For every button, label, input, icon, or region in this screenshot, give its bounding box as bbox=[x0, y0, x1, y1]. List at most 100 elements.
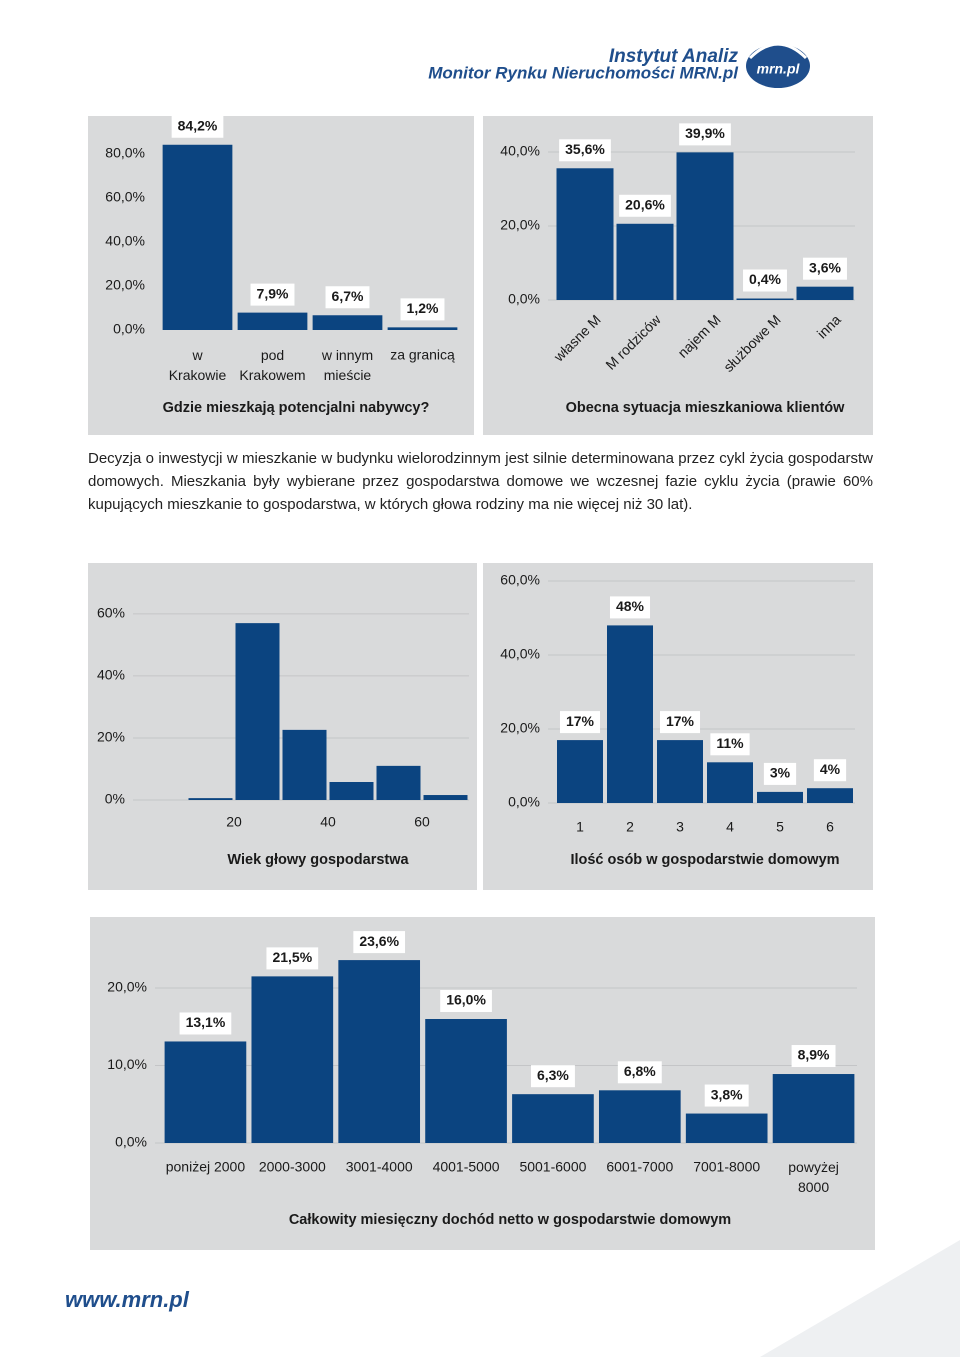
value-label-box bbox=[803, 257, 847, 280]
bar bbox=[162, 144, 233, 330]
bar bbox=[338, 960, 421, 1143]
bar bbox=[387, 327, 458, 330]
value-label: 39,9% bbox=[685, 125, 725, 141]
bar bbox=[237, 312, 308, 330]
value-label: 3,8% bbox=[711, 1086, 743, 1102]
value-label: 17% bbox=[666, 713, 695, 729]
value-label: 6,3% bbox=[537, 1067, 569, 1083]
x-tick-label: 3 bbox=[676, 819, 684, 835]
x-tick-label: 60 bbox=[414, 814, 430, 830]
chart-title: Gdzie mieszkają potencjalni nabywcy? bbox=[163, 400, 430, 416]
value-label-box bbox=[659, 711, 701, 734]
x-tick-label: 1 bbox=[576, 819, 584, 835]
value-label: 48% bbox=[616, 598, 645, 614]
x-tick-label: 7001-8000 bbox=[693, 1159, 760, 1175]
value-label: 17% bbox=[566, 713, 595, 729]
bar bbox=[557, 740, 603, 803]
bar bbox=[685, 1113, 768, 1143]
bar bbox=[736, 298, 794, 300]
bar bbox=[512, 1094, 594, 1143]
value-label: 6,8% bbox=[624, 1063, 656, 1079]
value-label-box bbox=[763, 762, 797, 785]
y-tick-label: 20,0% bbox=[500, 720, 540, 736]
bar bbox=[772, 1074, 855, 1143]
bar bbox=[707, 762, 753, 803]
y-tick-label: 0,0% bbox=[508, 291, 540, 307]
x-tick-label: w Krakowie bbox=[169, 347, 227, 383]
value-label-box bbox=[791, 1045, 836, 1068]
value-label-box bbox=[179, 1012, 232, 1035]
value-label-box bbox=[710, 733, 750, 756]
value-label: 1,2% bbox=[407, 300, 439, 316]
footer: www.mrn.pl bbox=[65, 1287, 190, 1312]
value-label: 16,0% bbox=[446, 992, 486, 1008]
y-tick-label: 40,0% bbox=[105, 233, 145, 249]
bar bbox=[329, 782, 374, 800]
value-label-box bbox=[609, 596, 651, 619]
bar bbox=[598, 1090, 681, 1143]
x-tick-label: za granicą bbox=[390, 347, 455, 363]
y-tick-label: 40,0% bbox=[500, 143, 540, 159]
logo bbox=[746, 44, 810, 88]
value-label-box bbox=[704, 1084, 749, 1107]
x-tick-label: pod Krakowem bbox=[239, 347, 305, 383]
y-tick-label: 0,0% bbox=[508, 794, 540, 810]
bar bbox=[657, 740, 703, 803]
value-label: 8,9% bbox=[798, 1047, 830, 1063]
x-tick-label: 20 bbox=[226, 814, 242, 830]
y-tick-label: 20,0% bbox=[107, 979, 147, 995]
bar bbox=[235, 623, 280, 800]
chart-title: Całkowity miesięczny dochód netto w gosp… bbox=[289, 1212, 731, 1228]
x-tick-label: 2000-3000 bbox=[259, 1159, 326, 1175]
y-tick-label: 40,0% bbox=[500, 646, 540, 662]
y-tick-label: 0,0% bbox=[115, 1134, 147, 1150]
x-tick-label: 3001-4000 bbox=[346, 1159, 413, 1175]
logo-text: mrn.pl bbox=[757, 61, 801, 77]
bar bbox=[312, 315, 383, 330]
value-label-box bbox=[617, 1061, 662, 1084]
bar bbox=[757, 791, 803, 803]
value-label-box bbox=[679, 123, 731, 146]
x-tick-label: w innym mieście bbox=[321, 347, 373, 383]
y-tick-label: 20,0% bbox=[105, 277, 145, 293]
value-label: 7,9% bbox=[257, 285, 289, 301]
bar bbox=[251, 976, 334, 1143]
value-label-box bbox=[400, 298, 445, 321]
value-label: 0,4% bbox=[749, 271, 781, 287]
y-tick-label: 80,0% bbox=[105, 145, 145, 161]
background-decoration bbox=[760, 1240, 960, 1357]
x-tick-label: 5 bbox=[776, 819, 784, 835]
x-tick-label: powyżej 8000 bbox=[788, 1159, 839, 1195]
bar bbox=[796, 286, 854, 300]
x-tick-label: 4001-5000 bbox=[433, 1159, 500, 1175]
chart-title: Obecna sytuacja mieszkaniowa klientów bbox=[566, 400, 846, 416]
institute-subtitle: Monitor Rynku Nieruchomości MRN.pl bbox=[428, 63, 739, 82]
bar bbox=[376, 765, 421, 800]
value-label-box bbox=[559, 139, 611, 162]
bar bbox=[556, 168, 614, 300]
chart-title: Wiek głowy gospodarstwa bbox=[227, 852, 409, 868]
y-tick-label: 20,0% bbox=[500, 217, 540, 233]
value-label: 3% bbox=[770, 765, 791, 781]
value-label-box bbox=[266, 947, 319, 970]
bar bbox=[616, 223, 674, 300]
value-label-box bbox=[813, 759, 847, 782]
x-tick-label: poniżej 2000 bbox=[166, 1159, 246, 1175]
bar bbox=[676, 152, 734, 300]
y-tick-label: 60,0% bbox=[500, 572, 540, 588]
value-label: 4% bbox=[820, 761, 841, 777]
bar bbox=[188, 798, 233, 800]
value-label: 35,6% bbox=[565, 141, 605, 157]
x-tick-label: 5001-6000 bbox=[519, 1159, 586, 1175]
value-label: 11% bbox=[716, 735, 744, 751]
value-label-box bbox=[619, 194, 671, 217]
bar bbox=[425, 1019, 507, 1143]
y-tick-label: 40% bbox=[97, 667, 125, 683]
x-tick-label: 2 bbox=[626, 819, 634, 835]
y-tick-label: 0,0% bbox=[113, 321, 145, 337]
value-label-box bbox=[353, 931, 406, 954]
value-label: 13,1% bbox=[186, 1014, 226, 1030]
bar bbox=[423, 795, 468, 800]
logo-arc bbox=[748, 42, 808, 60]
